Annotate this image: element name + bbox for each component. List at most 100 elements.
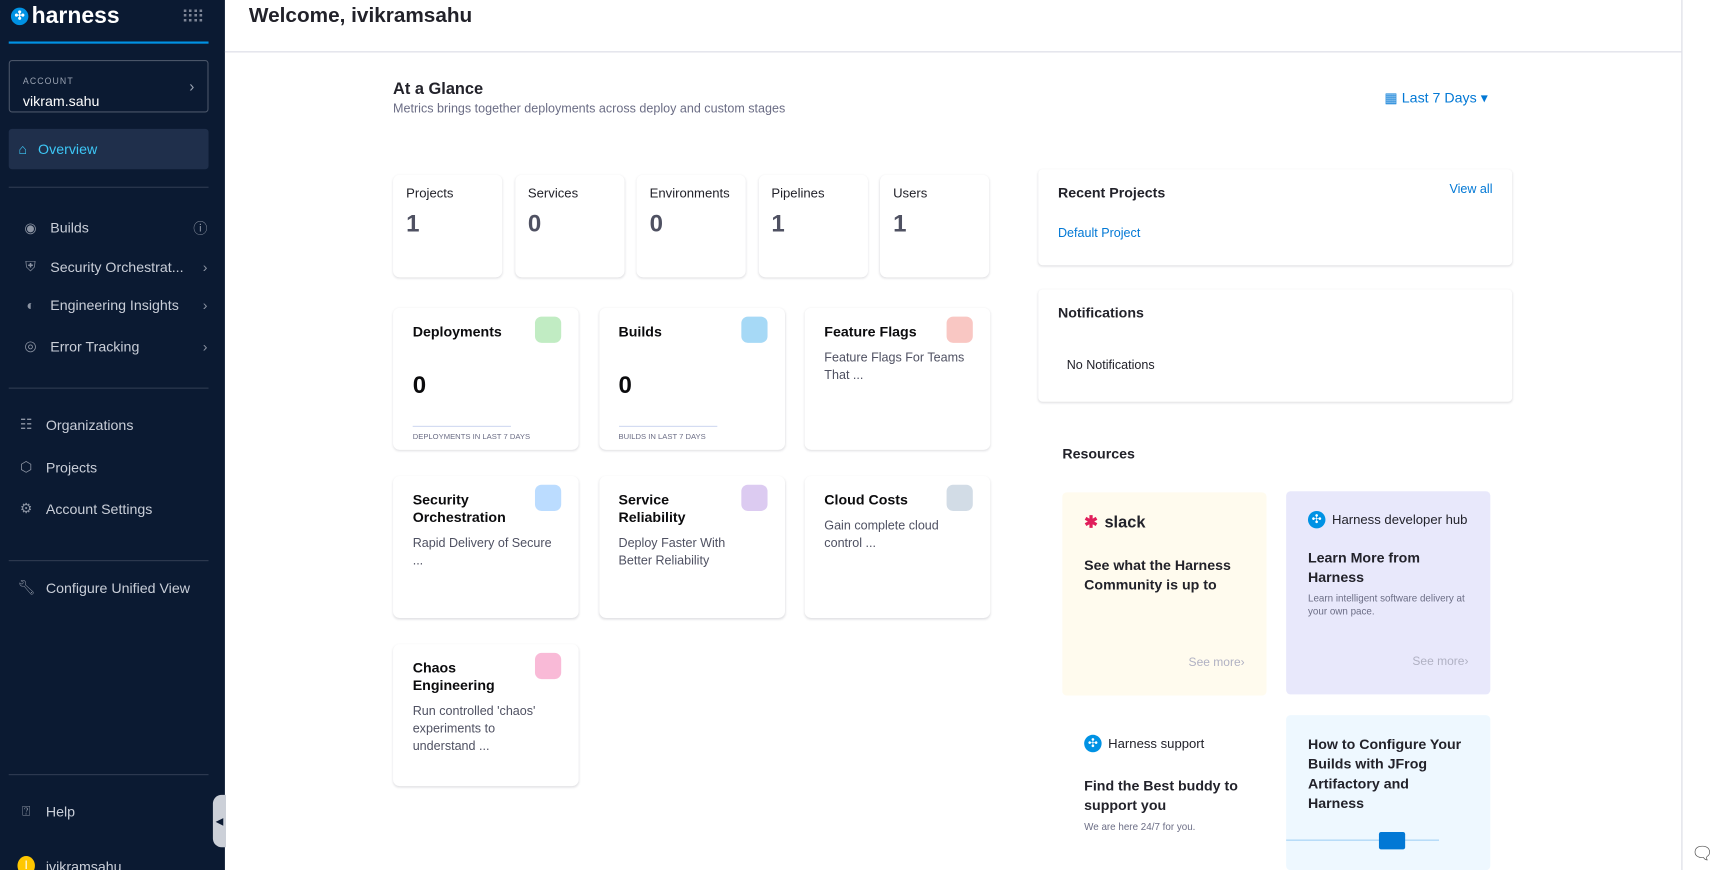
shield-icon: ⛨: [25, 257, 36, 275]
org-icon: ☷: [19, 415, 33, 433]
stat-card-users[interactable]: Users 1: [879, 174, 990, 278]
module-icon: [740, 316, 767, 343]
cube-icon: ⬡: [19, 458, 33, 475]
resource-card-support[interactable]: ✣ Harness support Find the Best buddy to …: [1062, 715, 1267, 870]
stat-label: Services: [527, 185, 579, 201]
module-card-security-orchestration[interactable]: Security Orchestration Rapid Delivery of …: [393, 476, 579, 618]
module-title: Service Reliability: [618, 491, 686, 526]
sidebar-item-account-settings[interactable]: ⚙ Account Settings: [17, 500, 203, 517]
module-card-cloud-costs[interactable]: Cloud Costs Gain complete cloud control .…: [804, 476, 991, 618]
module-title: Chaos Engineering: [412, 659, 495, 694]
harness-logo[interactable]: ✣ harness: [10, 3, 120, 29]
account-switcher[interactable]: ACCOUNT vikram.sahu ›: [8, 60, 209, 113]
module-description: Gain complete cloud control ...: [824, 519, 939, 551]
module-title: Builds: [618, 323, 662, 340]
recent-project-link[interactable]: Default Project: [1057, 227, 1141, 241]
module-card-deployments[interactable]: Deployments 0 DEPLOYMENTS IN LAST 7 DAYS: [393, 307, 579, 450]
caret-down-icon: ▾: [1480, 89, 1488, 106]
wrench-icon: 🔧︎: [17, 578, 36, 596]
sidebar-item-projects[interactable]: ⬡ Projects: [17, 459, 203, 476]
divider: [8, 41, 209, 44]
resource-card-jfrog[interactable]: How to Configure Your Builds with JFrog …: [1286, 715, 1491, 870]
stat-value: 0: [649, 209, 663, 237]
divider: [1681, 0, 1683, 870]
stat-value: 1: [771, 209, 785, 237]
sidebar-item-builds[interactable]: ◉ Builds ⓘ: [22, 217, 208, 238]
module-icon: [534, 652, 562, 680]
slack-logo-icon: ✱: [1084, 513, 1098, 532]
module-description: Deploy Faster With Better Reliability: [618, 537, 726, 568]
divider: [8, 560, 209, 562]
stat-value: 1: [893, 209, 907, 237]
resource-card-slack[interactable]: ✱ slack See what the Harness Community is…: [1062, 492, 1267, 696]
stat-label: Users: [893, 185, 928, 201]
harness-logo-icon: ✣: [1084, 734, 1102, 753]
sidebar: ✣ harness ⠿⠿ ACCOUNT vikram.sahu › ⌂ Overv…: [0, 0, 227, 870]
module-card-chaos-engineering[interactable]: Chaos Engineering Run controlled 'chaos' …: [393, 644, 579, 787]
apps-grid-icon[interactable]: ⠿⠿: [181, 8, 204, 28]
chevron-right-icon: ›: [202, 337, 208, 355]
resources-title: Resources: [1062, 445, 1135, 462]
stat-value: 0: [527, 209, 542, 237]
error-tracking-icon: ◎: [24, 337, 37, 354]
sidebar-item-engineering-insights[interactable]: ◐ Engineering Insights ›: [22, 296, 208, 314]
module-description: Run controlled 'chaos' experiments to un…: [412, 705, 536, 754]
page-title: Welcome, ivikramsahu: [224, 0, 1682, 53]
module-icon: [946, 484, 973, 511]
info-icon[interactable]: ⓘ: [193, 220, 208, 237]
module-card-builds[interactable]: Builds 0 BUILDS IN LAST 7 DAYS: [598, 307, 785, 450]
stat-value: 1: [406, 209, 420, 237]
stat-label: Environments: [649, 185, 730, 201]
module-description: Rapid Delivery of Secure ...: [412, 537, 552, 568]
stat-label: Pipelines: [771, 185, 825, 201]
help-icon: ⍰: [21, 802, 31, 819]
chevron-right-icon: ›: [202, 258, 208, 275]
builds-icon: ◉: [24, 218, 37, 236]
stat-card-environments[interactable]: Environments 0: [636, 174, 746, 278]
stat-card-pipelines[interactable]: Pipelines 1: [758, 174, 868, 278]
chevron-right-icon: ›: [202, 296, 208, 314]
view-all-link[interactable]: View all: [1449, 183, 1493, 197]
help-button[interactable]: ⍰ Help: [17, 802, 203, 819]
chat-icon[interactable]: 🗨︎: [1691, 845, 1712, 864]
divider: [8, 774, 209, 776]
stat-card-services[interactable]: Services 0: [514, 174, 624, 278]
module-description: Feature Flags For Teams That ...: [824, 351, 965, 383]
harness-logo-icon: ✣: [10, 7, 29, 26]
calendar-icon: ▦: [1384, 89, 1398, 106]
see-more-link[interactable]: See more›: [1412, 655, 1469, 669]
see-more-link[interactable]: See more›: [1188, 656, 1245, 670]
divider: [8, 387, 209, 389]
pipeline-step-icon: [1378, 831, 1406, 850]
module-title: Deployments: [412, 323, 502, 340]
module-title: Cloud Costs: [824, 491, 908, 508]
module-title: Feature Flags: [824, 323, 917, 340]
module-count: 0: [412, 371, 427, 399]
module-card-feature-flags[interactable]: Feature Flags Feature Flags For Teams Tha…: [804, 307, 991, 450]
resource-card-developer-hub[interactable]: ✣ Harness developer hub Learn More from H…: [1286, 491, 1491, 695]
module-icon: [534, 484, 562, 511]
sidebar-item-organizations[interactable]: ☷ Organizations: [17, 416, 203, 433]
insights-icon: ◐: [26, 296, 35, 314]
date-range-dropdown[interactable]: ▦ Last 7 Days ▾: [1384, 89, 1488, 106]
sidebar-item-overview[interactable]: ⌂ Overview: [8, 128, 209, 170]
gear-icon: ⚙: [19, 500, 33, 517]
collapse-sidebar-button[interactable]: ◀: [212, 794, 227, 848]
home-icon: ⌂: [18, 140, 28, 158]
harness-logo-icon: ✣: [1307, 510, 1326, 529]
avatar: I: [17, 855, 35, 870]
module-card-service-reliability[interactable]: Service Reliability Deploy Faster With Be…: [598, 476, 785, 618]
module-count: 0: [618, 371, 632, 399]
notifications-panel: Notifications No Notifications: [1038, 289, 1513, 402]
module-icon: [740, 484, 767, 511]
sidebar-item-error-tracking[interactable]: ◎ Error Tracking ›: [22, 337, 208, 355]
stat-card-projects[interactable]: Projects 1: [393, 174, 503, 278]
sidebar-item-security-orchestration[interactable]: ⛨ Security Orchestrat... ›: [22, 257, 208, 275]
pipeline-illustration: [1286, 839, 1439, 841]
main-content: Welcome, ivikramsahu: [224, 0, 1682, 870]
module-title: Security Orchestration: [412, 491, 506, 526]
recent-projects-panel: Recent Projects View all Default Project: [1038, 169, 1513, 266]
configure-unified-view[interactable]: 🔧︎ Configure Unified View: [17, 578, 190, 596]
divider: [8, 186, 209, 188]
